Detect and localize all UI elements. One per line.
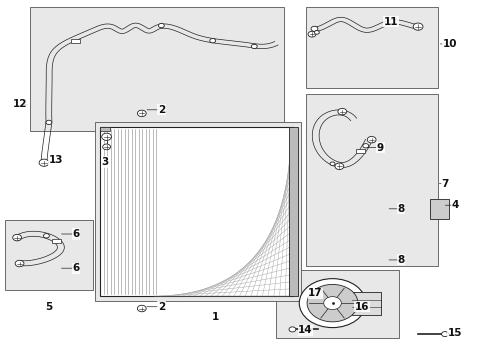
- Circle shape: [102, 144, 110, 150]
- Text: 1: 1: [211, 312, 218, 322]
- Text: 13: 13: [49, 155, 63, 165]
- Bar: [429, 199, 448, 219]
- Circle shape: [158, 23, 164, 28]
- Bar: [305, 94, 437, 266]
- Circle shape: [362, 144, 368, 148]
- Text: 4: 4: [450, 200, 458, 210]
- Bar: [5, 220, 93, 290]
- Circle shape: [102, 133, 111, 140]
- Text: 2: 2: [158, 302, 164, 312]
- Circle shape: [334, 163, 343, 170]
- Circle shape: [337, 108, 346, 115]
- Circle shape: [288, 327, 295, 332]
- Text: 16: 16: [354, 302, 368, 312]
- Circle shape: [441, 332, 447, 337]
- Circle shape: [137, 305, 146, 312]
- Circle shape: [39, 159, 49, 166]
- Circle shape: [310, 26, 317, 31]
- Circle shape: [307, 31, 315, 37]
- Circle shape: [299, 279, 365, 328]
- Circle shape: [329, 162, 334, 166]
- Circle shape: [137, 110, 146, 117]
- Bar: [100, 127, 293, 296]
- Circle shape: [314, 31, 319, 34]
- Bar: [276, 270, 398, 338]
- Bar: [30, 7, 283, 131]
- Text: 12: 12: [13, 99, 28, 109]
- Circle shape: [209, 39, 215, 43]
- Bar: [305, 7, 437, 88]
- Text: 8: 8: [397, 255, 404, 265]
- Circle shape: [251, 44, 257, 49]
- Text: 10: 10: [442, 39, 456, 49]
- Bar: [288, 127, 298, 296]
- Text: 7: 7: [440, 179, 448, 189]
- Text: 6: 6: [72, 229, 79, 239]
- Bar: [100, 127, 110, 131]
- Circle shape: [306, 284, 357, 322]
- Circle shape: [43, 234, 49, 238]
- Text: 8: 8: [397, 204, 404, 214]
- Text: 5: 5: [45, 302, 52, 312]
- Circle shape: [15, 260, 24, 267]
- Text: 9: 9: [376, 143, 383, 153]
- Text: 11: 11: [383, 17, 398, 27]
- Bar: [351, 292, 381, 315]
- Circle shape: [13, 234, 21, 241]
- Text: 17: 17: [307, 288, 322, 298]
- Text: 3: 3: [102, 157, 108, 167]
- Bar: [71, 39, 80, 43]
- Circle shape: [366, 136, 375, 143]
- Circle shape: [46, 120, 52, 125]
- Text: 6: 6: [72, 263, 79, 273]
- Text: 14: 14: [298, 325, 312, 336]
- Circle shape: [412, 23, 422, 30]
- Bar: [95, 122, 300, 301]
- Bar: [356, 149, 365, 153]
- Circle shape: [323, 297, 341, 310]
- Text: 15: 15: [447, 328, 461, 338]
- Bar: [52, 239, 61, 243]
- Text: 2: 2: [158, 105, 164, 115]
